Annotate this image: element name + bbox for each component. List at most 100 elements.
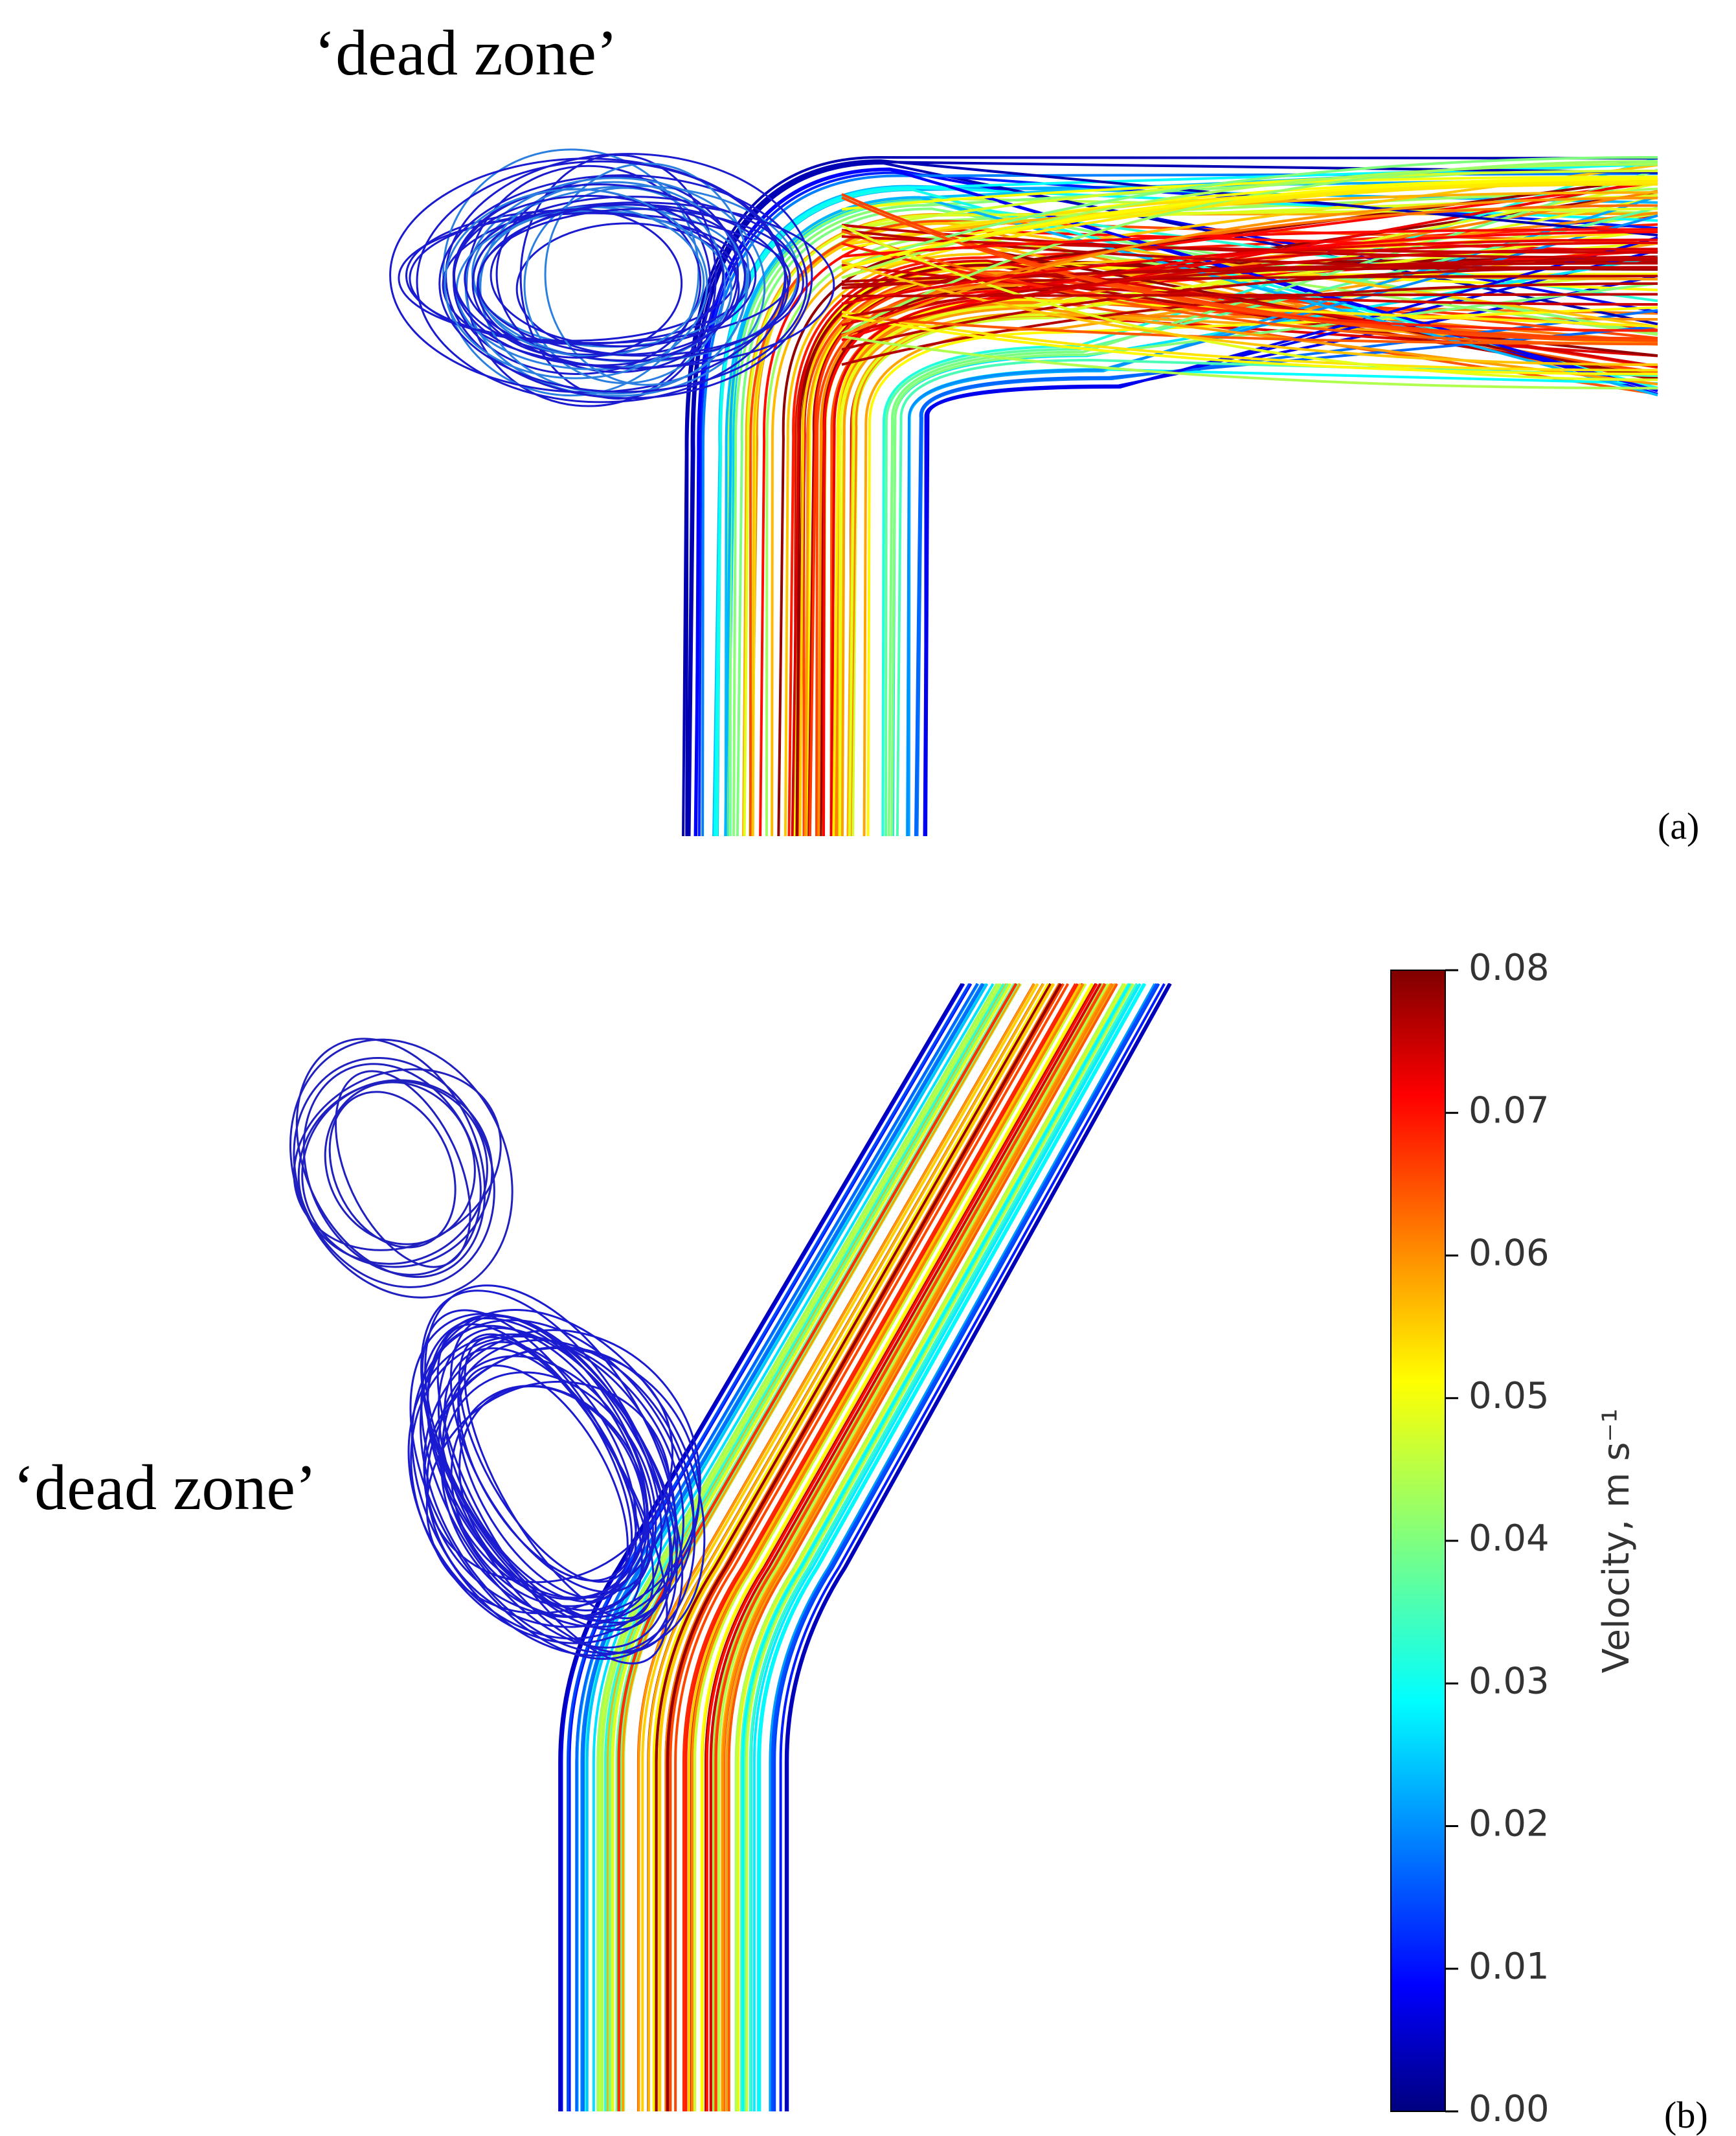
streamlines-a — [389, 148, 1658, 837]
vortex-line — [293, 1068, 502, 1251]
colorbar-label: Velocity, m s⁻¹ — [1595, 1409, 1638, 1674]
streamline — [841, 260, 1658, 367]
vortex-line — [425, 1380, 671, 1615]
panel-label: (a) — [1658, 805, 1699, 847]
streamline — [841, 247, 1658, 337]
streamline — [580, 983, 984, 2111]
streamline — [881, 156, 1658, 837]
colorbar — [1390, 970, 1446, 2112]
panel-label: (b) — [1664, 2094, 1708, 2136]
streamline — [701, 172, 1658, 837]
streamline — [560, 983, 965, 2111]
vortex-line — [420, 1317, 673, 1649]
tick-label: 0.03 — [1469, 1660, 1550, 1702]
streamline — [641, 983, 1039, 2111]
vortex-line — [423, 1329, 701, 1619]
streamline — [682, 983, 1077, 2111]
streamline — [700, 983, 1094, 2111]
vortex-line — [544, 163, 750, 386]
vortex-line — [426, 1347, 701, 1628]
streamline — [688, 983, 1082, 2111]
tick-label: 0.08 — [1469, 947, 1550, 989]
streamline — [726, 198, 1658, 837]
streamline — [841, 228, 1658, 258]
vortex-line — [453, 194, 725, 356]
streamline — [698, 171, 1658, 837]
vortex-line — [471, 208, 683, 359]
vortex-line — [477, 208, 804, 357]
vortex-line — [426, 1324, 650, 1611]
streamline — [637, 983, 1036, 2111]
vortex-line — [450, 1385, 649, 1608]
streamline — [743, 983, 1133, 2111]
streamline — [749, 983, 1138, 2111]
vortex-line — [407, 1333, 677, 1640]
streamline — [916, 309, 1658, 837]
vortex-line — [398, 212, 791, 345]
streamline — [647, 983, 1045, 2111]
vortex-line — [442, 148, 700, 397]
streamline — [841, 266, 1658, 351]
annotation: ‘dead zone’ — [13, 1451, 317, 1523]
streamline — [727, 983, 1118, 2111]
streamline — [592, 983, 995, 2111]
streamline — [785, 983, 1171, 2111]
streamline — [773, 983, 1160, 2111]
streamline — [896, 359, 1658, 837]
streamline — [914, 325, 1658, 837]
streamline — [787, 223, 1658, 837]
tick-label: 0.06 — [1469, 1233, 1550, 1275]
vortex-line — [419, 1308, 706, 1655]
streamline — [841, 196, 1658, 337]
streamline — [705, 983, 1098, 2111]
streamline — [841, 293, 1658, 298]
vortex-line — [449, 1315, 654, 1593]
streamline — [652, 983, 1050, 2111]
streamline — [751, 222, 1658, 837]
vortex-line — [490, 203, 757, 348]
streamline — [841, 196, 1658, 342]
streamline — [725, 983, 1116, 2111]
streamline — [693, 983, 1087, 2111]
vortex-line — [438, 174, 808, 393]
streamline — [769, 983, 1156, 2111]
tick-label: 0.01 — [1469, 1946, 1550, 1988]
streamline — [783, 163, 1658, 837]
streamline — [925, 236, 1658, 837]
streamline — [771, 983, 1158, 2111]
tick-label: 0.07 — [1469, 1089, 1550, 1131]
vortex-line — [458, 1333, 633, 1583]
streamline — [714, 983, 1107, 2111]
vortex-line — [464, 196, 800, 362]
streamline — [709, 983, 1101, 2111]
streamline — [841, 238, 1658, 306]
streamline — [598, 983, 1000, 2111]
streamline — [866, 306, 1658, 837]
streamline — [906, 214, 1658, 837]
vortex-line — [421, 1309, 643, 1622]
streamline — [658, 983, 1055, 2111]
streamline — [637, 983, 1035, 2111]
streamline — [722, 983, 1113, 2111]
vortex-line — [297, 1080, 488, 1265]
streamline — [724, 196, 1658, 837]
streamline — [822, 249, 1658, 837]
vortex-line — [495, 176, 739, 373]
vortex-line — [444, 188, 708, 380]
streamline — [841, 163, 1658, 279]
vortex-line — [295, 1038, 486, 1278]
streamline — [584, 983, 987, 2111]
streamline — [716, 188, 1658, 837]
streamline — [905, 368, 1658, 837]
streamline — [779, 983, 1166, 2111]
streamline — [885, 206, 1658, 837]
vortex-line — [515, 222, 740, 356]
streamline — [752, 983, 1142, 2111]
streamline — [838, 229, 1658, 837]
streamline — [735, 983, 1125, 2111]
streamline — [669, 983, 1065, 2111]
streamline — [655, 983, 1052, 2111]
streamline — [841, 314, 1658, 345]
streamline — [717, 983, 1109, 2111]
